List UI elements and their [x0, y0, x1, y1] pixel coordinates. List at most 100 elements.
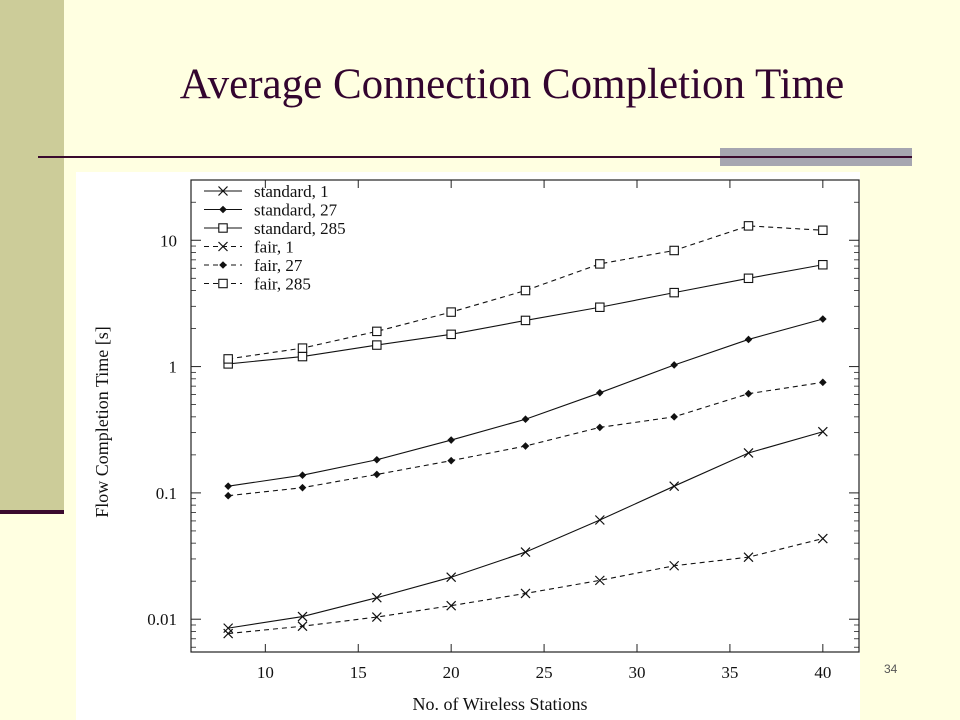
- series-standard-27: [224, 315, 827, 490]
- data-point: [446, 572, 457, 583]
- data-point: [224, 491, 232, 500]
- data-point: [669, 560, 680, 571]
- legend-marker: [218, 223, 228, 233]
- data-point: [447, 436, 455, 444]
- y-tick-label: 1: [169, 358, 178, 377]
- legend-label: standard, 27: [254, 201, 338, 220]
- data-point: [818, 259, 828, 270]
- chart-panel: 10 15 20 25 30 35 40 0.01 0.1 1 10 standard, 1 stan…: [76, 172, 860, 720]
- x-tick-label: 35: [721, 663, 738, 682]
- data-point: [371, 612, 382, 622]
- x-tick-label: 20: [443, 663, 460, 682]
- data-point: [520, 547, 531, 557]
- page-number: 34: [884, 662, 898, 676]
- data-point: [595, 302, 605, 312]
- data-point: [373, 470, 381, 479]
- series-standard-1: [223, 426, 828, 634]
- legend-entry: fair, 285: [204, 275, 311, 294]
- data-point: [819, 315, 827, 323]
- data-point: [743, 552, 754, 563]
- series-line: [228, 264, 823, 365]
- data-point: [447, 456, 455, 465]
- data-point: [298, 471, 307, 480]
- x-tick-label: 30: [629, 663, 646, 682]
- data-point: [594, 515, 605, 525]
- data-point: [223, 354, 233, 364]
- data-point: [596, 389, 604, 397]
- data-point: [744, 389, 753, 398]
- data-point: [446, 600, 457, 611]
- data-point: [595, 259, 605, 269]
- data-point: [744, 335, 753, 344]
- legend-entry: standard, 27: [204, 201, 338, 220]
- data-point: [521, 415, 530, 424]
- data-point: [670, 413, 678, 421]
- data-point: [297, 351, 308, 362]
- y-axis-label: Flow Completion Time [s]: [92, 326, 112, 518]
- series-standard-285: [223, 259, 828, 369]
- data-point: [818, 225, 828, 236]
- title-divider-accent: [720, 148, 912, 166]
- data-point: [372, 326, 382, 337]
- data-point: [596, 423, 604, 432]
- data-point: [594, 575, 605, 586]
- y-tick-label: 10: [160, 231, 177, 250]
- data-point: [669, 287, 679, 298]
- plot-frame: [190, 179, 860, 653]
- x-tick-label: 15: [350, 663, 367, 682]
- legend-marker: [218, 241, 228, 252]
- legend-marker: [219, 205, 227, 214]
- data-point: [669, 245, 679, 256]
- x-tick-label: 40: [814, 663, 831, 682]
- data-point: [372, 340, 382, 350]
- series-line: [228, 431, 823, 629]
- data-point: [743, 221, 754, 231]
- data-point: [819, 378, 827, 387]
- y-tick-label: 0.1: [156, 484, 177, 503]
- data-point: [520, 315, 531, 326]
- data-point: [669, 481, 680, 492]
- legend-entry: fair, 27: [204, 256, 303, 275]
- series-line: [228, 225, 823, 360]
- data-point: [670, 361, 678, 369]
- legend-marker: [219, 261, 227, 269]
- slide-title: Average Connection Completion Time: [179, 61, 845, 108]
- series-fair-27: [224, 378, 827, 500]
- series-fair-285: [223, 221, 828, 364]
- legend-entry: standard, 285: [204, 219, 346, 238]
- title-divider: [38, 156, 912, 158]
- x-tick-label: 10: [257, 663, 274, 682]
- data-point: [298, 483, 307, 492]
- x-tick-label: 25: [536, 663, 553, 682]
- y-tick-label: 0.01: [147, 610, 177, 629]
- data-point: [373, 455, 381, 464]
- x-axis-label: No. of Wireless Stations: [413, 694, 588, 714]
- legend-label: fair, 1: [254, 238, 294, 257]
- sidebar-accent-bar: [0, 0, 64, 510]
- data-point: [520, 588, 531, 599]
- data-point: [446, 307, 456, 317]
- series-fair-1: [223, 533, 828, 639]
- data-point: [743, 273, 754, 284]
- series-line: [228, 318, 823, 487]
- data-point: [817, 426, 828, 437]
- legend-entry: fair, 1: [204, 238, 294, 257]
- data-point: [446, 329, 456, 340]
- legend-label: fair, 285: [254, 275, 311, 294]
- data-point: [297, 611, 308, 622]
- legend-marker: [218, 186, 228, 196]
- legend-label: standard, 1: [254, 182, 329, 201]
- data-point: [297, 621, 308, 632]
- legend-marker: [218, 278, 228, 289]
- legend-entry: standard, 1: [204, 182, 329, 201]
- series-line: [228, 381, 823, 497]
- data-point: [743, 448, 754, 458]
- data-point: [520, 285, 531, 296]
- data-point: [223, 628, 234, 639]
- data-point: [297, 343, 308, 353]
- data-point: [817, 533, 828, 544]
- data-point: [371, 592, 382, 603]
- data-point: [224, 482, 232, 490]
- legend-label: standard, 285: [254, 219, 346, 238]
